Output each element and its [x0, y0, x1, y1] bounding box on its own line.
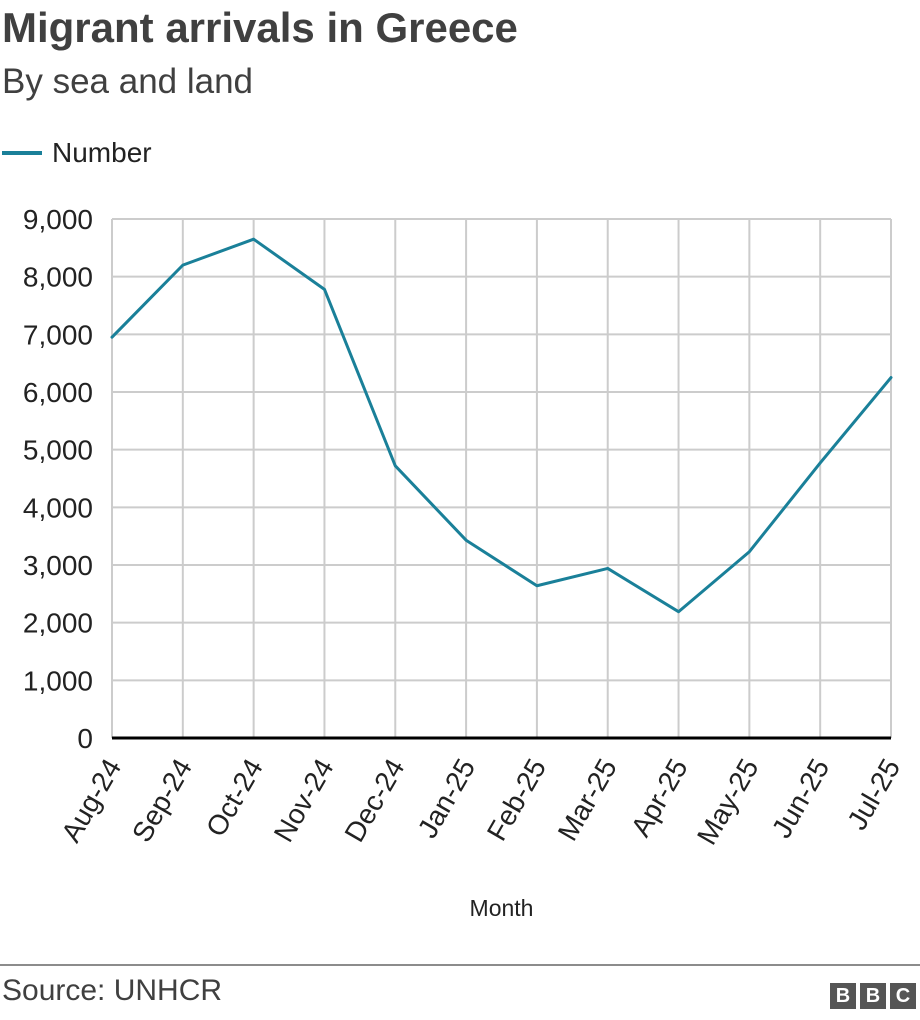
chart-title: Migrant arrivals in Greece — [2, 4, 518, 51]
bbc-logo: B B C — [830, 983, 916, 1009]
x-tick-label: Nov-24 — [268, 754, 340, 848]
y-tick-label: 1,000 — [23, 665, 93, 696]
x-tick-label: Sep-24 — [126, 754, 198, 848]
y-tick-label: 3,000 — [23, 550, 93, 581]
legend: Number — [2, 136, 152, 170]
y-tick-label: 5,000 — [23, 435, 93, 466]
x-tick-label: Aug-24 — [55, 754, 127, 848]
series-line — [110, 237, 893, 614]
x-tick-label: Oct-24 — [200, 754, 269, 842]
y-tick-label: 7,000 — [23, 319, 93, 350]
bbc-logo-block: C — [890, 983, 916, 1009]
y-tick-label: 4,000 — [23, 492, 93, 523]
x-tick-label: Jan-25 — [412, 754, 482, 844]
y-tick-label: 0 — [77, 723, 93, 754]
grid-lines — [111, 218, 892, 738]
source-note: Source: UNHCR — [2, 974, 223, 1007]
x-tick-label: Dec-24 — [338, 754, 410, 848]
footer-divider — [0, 964, 920, 966]
bbc-logo-block: B — [830, 983, 856, 1009]
x-tick-label: Apr-25 — [625, 754, 694, 842]
y-tick-label: 9,000 — [23, 204, 93, 235]
y-tick-label: 6,000 — [23, 377, 93, 408]
legend-label: Number — [52, 137, 152, 168]
line-chart: 0 1,000 2,000 3,000 4,000 5,000 6,000 7,000 8,00… — [23, 204, 906, 921]
x-tick-label: Feb-25 — [481, 754, 552, 846]
x-tick-label: Jun-25 — [766, 754, 836, 844]
x-axis-label: Month — [470, 895, 534, 921]
x-tick-label: Mar-25 — [552, 754, 623, 846]
series-layer — [110, 237, 893, 614]
x-tick-label: May-25 — [691, 754, 765, 850]
bbc-logo-block: B — [860, 983, 886, 1009]
y-tick-labels: 0 1,000 2,000 3,000 4,000 5,000 6,000 7,000 8,00… — [23, 204, 93, 754]
legend-swatch — [2, 151, 42, 155]
chart-subtitle: By sea and land — [2, 62, 254, 101]
y-tick-label: 8,000 — [23, 262, 93, 293]
y-tick-label: 2,000 — [23, 608, 93, 639]
x-tick-label: Jul-25 — [841, 754, 906, 836]
